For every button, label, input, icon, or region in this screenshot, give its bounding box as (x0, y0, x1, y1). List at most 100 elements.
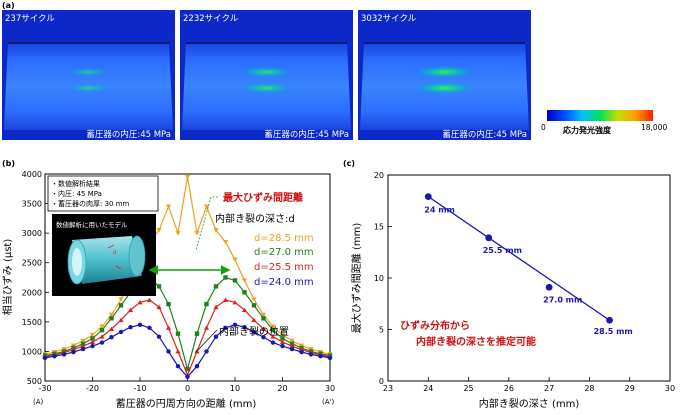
data-point (204, 349, 209, 354)
series-label-d240: d=24.0 mm (254, 277, 314, 288)
data-point (327, 355, 333, 361)
x-tick-label: 25 (463, 384, 473, 393)
data-point (90, 336, 95, 341)
data-point (241, 307, 248, 313)
info-line-2: ・内圧: 45 MPa (51, 189, 102, 198)
data-point (485, 234, 493, 242)
data-point (128, 324, 133, 330)
data-point (184, 174, 191, 180)
data-point (156, 284, 162, 289)
data-point (545, 283, 553, 291)
x-tick-label: 26 (504, 384, 514, 393)
colorbar: 0 応力発光強度 18,000 (541, 110, 667, 135)
x-tick-label: -30 (38, 384, 51, 393)
x-tick-label: 27 (544, 384, 554, 393)
data-point (251, 303, 257, 308)
crack-depth-title: 内部き裂の深さ:d (215, 212, 295, 225)
data-point (204, 301, 209, 307)
y-tick-label: 2500 (22, 259, 42, 268)
x-tick-label: 0 (185, 384, 190, 393)
data-point (127, 307, 134, 313)
internal-pressure-label: 蓄圧器の内圧:45 MPa (86, 129, 171, 140)
colorbar-max: 18,000 (641, 123, 667, 132)
data-point (289, 346, 295, 352)
y-tick-label: 1000 (22, 347, 42, 356)
data-point (80, 343, 86, 349)
plot-b-series (42, 174, 333, 380)
data-point (80, 346, 86, 352)
data-point (109, 316, 114, 321)
crack-position-annotation: 内部き裂の位置 (219, 325, 289, 338)
info-line-3: ・蓄圧器の肉厚: 30 mm (51, 199, 130, 208)
svg-text:d: d (113, 250, 116, 256)
data-point (194, 331, 200, 336)
series-label-d255: d=25.5 mm (254, 262, 314, 273)
series-labels: d=28.5 mm d=27.0 mm d=25.5 mm d=24.0 mm (254, 233, 314, 288)
data-point (175, 349, 181, 354)
data-point (261, 316, 266, 321)
x-tick-label: 28 (584, 384, 594, 393)
data-point (137, 322, 143, 328)
glow-lower (238, 82, 295, 94)
data-point (165, 325, 172, 330)
colorbar-gradient (547, 110, 653, 121)
data-point (424, 193, 432, 201)
plot-c-xlabel: 内部き裂の深さ (mm) (479, 397, 580, 410)
x-tick-label: 23 (383, 384, 393, 393)
data-point (318, 353, 323, 359)
data-point (261, 335, 266, 340)
data-point (71, 349, 76, 355)
cycle-count-label: 3032サイクル (361, 14, 417, 24)
data-point (270, 340, 276, 345)
data-point (279, 339, 286, 344)
plot-c-annotation-line1: ひずみ分布から (400, 319, 470, 332)
data-point (251, 297, 257, 302)
series-d-28-5-mm (42, 174, 333, 357)
x-end-label-a-prime: (A') (322, 398, 334, 406)
plot-b-annotations: 最大ひずみ間距離 内部き裂の深さ:d 内部き裂の位置 (148, 191, 303, 353)
data-point (280, 336, 285, 341)
series-label-d270: d=27.0 mm (254, 247, 314, 258)
y-tick-label: 500 (27, 377, 42, 386)
data-point (270, 324, 276, 329)
glow-upper (65, 67, 112, 77)
point-label: 28.5 mm (594, 327, 633, 336)
y-tick-label: 1500 (22, 318, 42, 327)
x-end-label-a: (A) (33, 398, 44, 406)
data-point (108, 312, 115, 318)
data-point (156, 228, 162, 233)
data-point (223, 275, 228, 280)
data-point (280, 343, 285, 349)
data-point (89, 339, 96, 344)
data-point (213, 284, 219, 289)
cycle-count-label: 237サイクル (5, 14, 55, 24)
cylinder-model-icon: d (67, 235, 146, 285)
y-tick-label: 15 (374, 223, 384, 232)
data-point (175, 331, 181, 336)
point-label: 24 mm (424, 206, 455, 215)
plot-c-frame (387, 174, 671, 382)
glow-upper (238, 66, 295, 78)
data-point (260, 312, 267, 318)
glow-upper (412, 65, 477, 79)
data-point (99, 334, 105, 339)
data-point (606, 316, 613, 324)
glow-lower (65, 83, 112, 93)
data-point (118, 303, 124, 308)
data-point (213, 228, 219, 233)
data-point (185, 366, 190, 372)
max-distance-annotation: 最大ひずみ間距離 (223, 191, 303, 204)
data-point (242, 324, 247, 330)
x-tick-label: 29 (625, 384, 635, 393)
data-point (146, 297, 153, 302)
y-tick-label: 2000 (22, 288, 42, 297)
x-tick-label: 30 (325, 384, 335, 393)
data-point (213, 304, 219, 310)
data-point (260, 326, 267, 331)
data-point (99, 327, 105, 333)
data-point (89, 332, 96, 338)
data-point (289, 338, 295, 344)
